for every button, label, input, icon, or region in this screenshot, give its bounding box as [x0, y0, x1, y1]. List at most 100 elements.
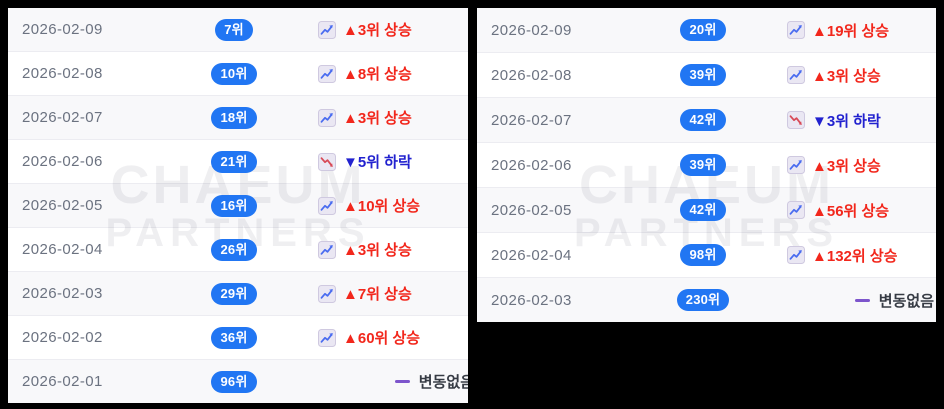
rank-badge: 96위 — [211, 370, 257, 393]
rank-change-text: ▲3위 상승 — [343, 22, 412, 39]
table-row: 2026-02-03 29위 ▲7위 상승 — [8, 272, 468, 316]
chart-up-icon — [787, 156, 805, 174]
rank-change-text: ▼3위 하락 — [812, 112, 881, 130]
table-row: 2026-02-09 7위 ▲3위 상승 — [8, 8, 468, 52]
rank-badge: 21위 — [211, 150, 257, 173]
chart-up-icon — [787, 201, 805, 219]
rank-cell: 21위 — [198, 150, 270, 173]
table-row: 2026-02-04 26위 ▲3위 상승 — [8, 228, 468, 272]
rank-change-text: ▲19위 상승 — [812, 22, 890, 40]
rank-change-text: ▲3위 상승 — [812, 67, 881, 85]
table-row: 2026-02-03 230위 변동없음 — [477, 278, 936, 322]
rank-cell: 98위 — [667, 244, 739, 266]
no-change-dash-icon — [854, 298, 870, 302]
rank-cell: 7위 — [198, 18, 270, 41]
table-row: 2026-02-07 42위 ▼3위 하락 — [477, 98, 936, 143]
rank-badge: 36위 — [211, 326, 257, 349]
date-cell: 2026-02-09 — [491, 21, 572, 39]
date-cell: 2026-02-01 — [22, 373, 103, 390]
rank-change-cell: ▼5위 하락 — [270, 151, 468, 172]
rank-cell: 20위 — [667, 19, 739, 41]
rank-change-cell: ▲3위 상승 — [270, 107, 468, 128]
rank-badge: 42위 — [680, 199, 726, 221]
rank-change-text: ▲7위 상승 — [343, 286, 412, 303]
rank-change-cell: ▲8위 상승 — [270, 63, 468, 84]
chart-up-icon — [787, 246, 805, 264]
chart-up-icon — [318, 20, 336, 39]
table-row: 2026-02-06 21위 ▼5위 하락 — [8, 140, 468, 184]
rank-badge: 98위 — [680, 244, 726, 266]
date-cell: 2026-02-05 — [22, 197, 103, 214]
rank-badge: 16위 — [211, 194, 257, 217]
rank-cell: 42위 — [667, 199, 739, 221]
table-row: 2026-02-08 10위 ▲8위 상승 — [8, 52, 468, 96]
rank-change-cell: 변동없음 — [270, 371, 468, 392]
rank-badge: 20위 — [680, 19, 726, 41]
rank-change-cell: ▲3위 상승 — [739, 155, 936, 176]
rank-change-text: ▲10위 상승 — [343, 198, 421, 215]
rank-change-text: ▲3위 상승 — [812, 157, 881, 175]
date-cell: 2026-02-04 — [491, 246, 572, 264]
chart-up-icon — [318, 64, 336, 83]
table-row: 2026-02-01 96위 변동없음 — [8, 360, 468, 403]
rank-change-cell: ▼3위 하락 — [739, 110, 936, 131]
rank-cell: 10위 — [198, 62, 270, 85]
rank-cell: 16위 — [198, 194, 270, 217]
rank-badge: 42위 — [680, 109, 726, 131]
rank-change-cell: ▲19위 상승 — [739, 20, 936, 41]
no-change-dash-icon — [394, 380, 410, 383]
table-row: 2026-02-07 18위 ▲3위 상승 — [8, 96, 468, 140]
rank-change-text: ▲60위 상승 — [343, 330, 421, 347]
rank-cell: 29위 — [198, 282, 270, 305]
rank-change-cell: ▲56위 상승 — [739, 200, 936, 221]
rank-change-text: ▲3위 상승 — [343, 110, 412, 127]
rank-change-text: ▲8위 상승 — [343, 66, 412, 83]
table-row: 2026-02-09 20위 ▲19위 상승 — [477, 8, 936, 53]
table-row: 2026-02-05 16위 ▲10위 상승 — [8, 184, 468, 228]
rank-change-cell: ▲60위 상승 — [270, 327, 468, 348]
date-cell: 2026-02-03 — [22, 285, 103, 302]
rank-badge: 230위 — [676, 289, 730, 311]
rank-change-text: ▲56위 상승 — [812, 202, 890, 220]
rank-change-cell: ▲3위 상승 — [270, 239, 468, 260]
rank-badge: 26위 — [211, 238, 257, 261]
date-cell: 2026-02-08 — [22, 65, 103, 82]
rank-cell: 39위 — [667, 154, 739, 176]
rank-change-cell: ▲7위 상승 — [270, 283, 468, 304]
rank-badge: 18위 — [211, 106, 257, 129]
table-row: 2026-02-06 39위 ▲3위 상승 — [477, 143, 936, 188]
rank-cell: 96위 — [198, 370, 270, 393]
rank-cell: 26위 — [198, 238, 270, 261]
table-row: 2026-02-02 36위 ▲60위 상승 — [8, 316, 468, 360]
date-cell: 2026-02-05 — [491, 201, 572, 219]
chart-up-icon — [787, 66, 805, 84]
date-cell: 2026-02-07 — [491, 111, 572, 129]
rank-badge: 39위 — [680, 64, 726, 86]
table-row: 2026-02-08 39위 ▲3위 상승 — [477, 53, 936, 98]
rank-badge: 10위 — [211, 62, 257, 85]
rank-change-cell: 변동없음 — [739, 290, 936, 311]
table-row: 2026-02-04 98위 ▲132위 상승 — [477, 233, 936, 278]
chart-up-icon — [787, 21, 805, 39]
rank-cell: 36위 — [198, 326, 270, 349]
rank-change-cell: ▲132위 상승 — [739, 245, 936, 266]
date-cell: 2026-02-02 — [22, 329, 103, 346]
chart-up-icon — [318, 108, 336, 127]
rank-cell: 18위 — [198, 106, 270, 129]
table-row: 2026-02-05 42위 ▲56위 상승 — [477, 188, 936, 233]
date-cell: 2026-02-03 — [491, 291, 572, 309]
date-cell: 2026-02-09 — [22, 21, 103, 38]
chart-up-icon — [318, 196, 336, 215]
rank-badge: 29위 — [211, 282, 257, 305]
chart-up-icon — [318, 328, 336, 347]
chart-up-icon — [318, 284, 336, 303]
rank-change-cell: ▲3위 상승 — [739, 65, 936, 86]
chart-up-icon — [318, 240, 336, 259]
rank-cell: 230위 — [667, 289, 739, 311]
date-cell: 2026-02-08 — [491, 66, 572, 84]
date-cell: 2026-02-06 — [491, 156, 572, 174]
rank-change-text: ▲3위 상승 — [343, 242, 412, 259]
